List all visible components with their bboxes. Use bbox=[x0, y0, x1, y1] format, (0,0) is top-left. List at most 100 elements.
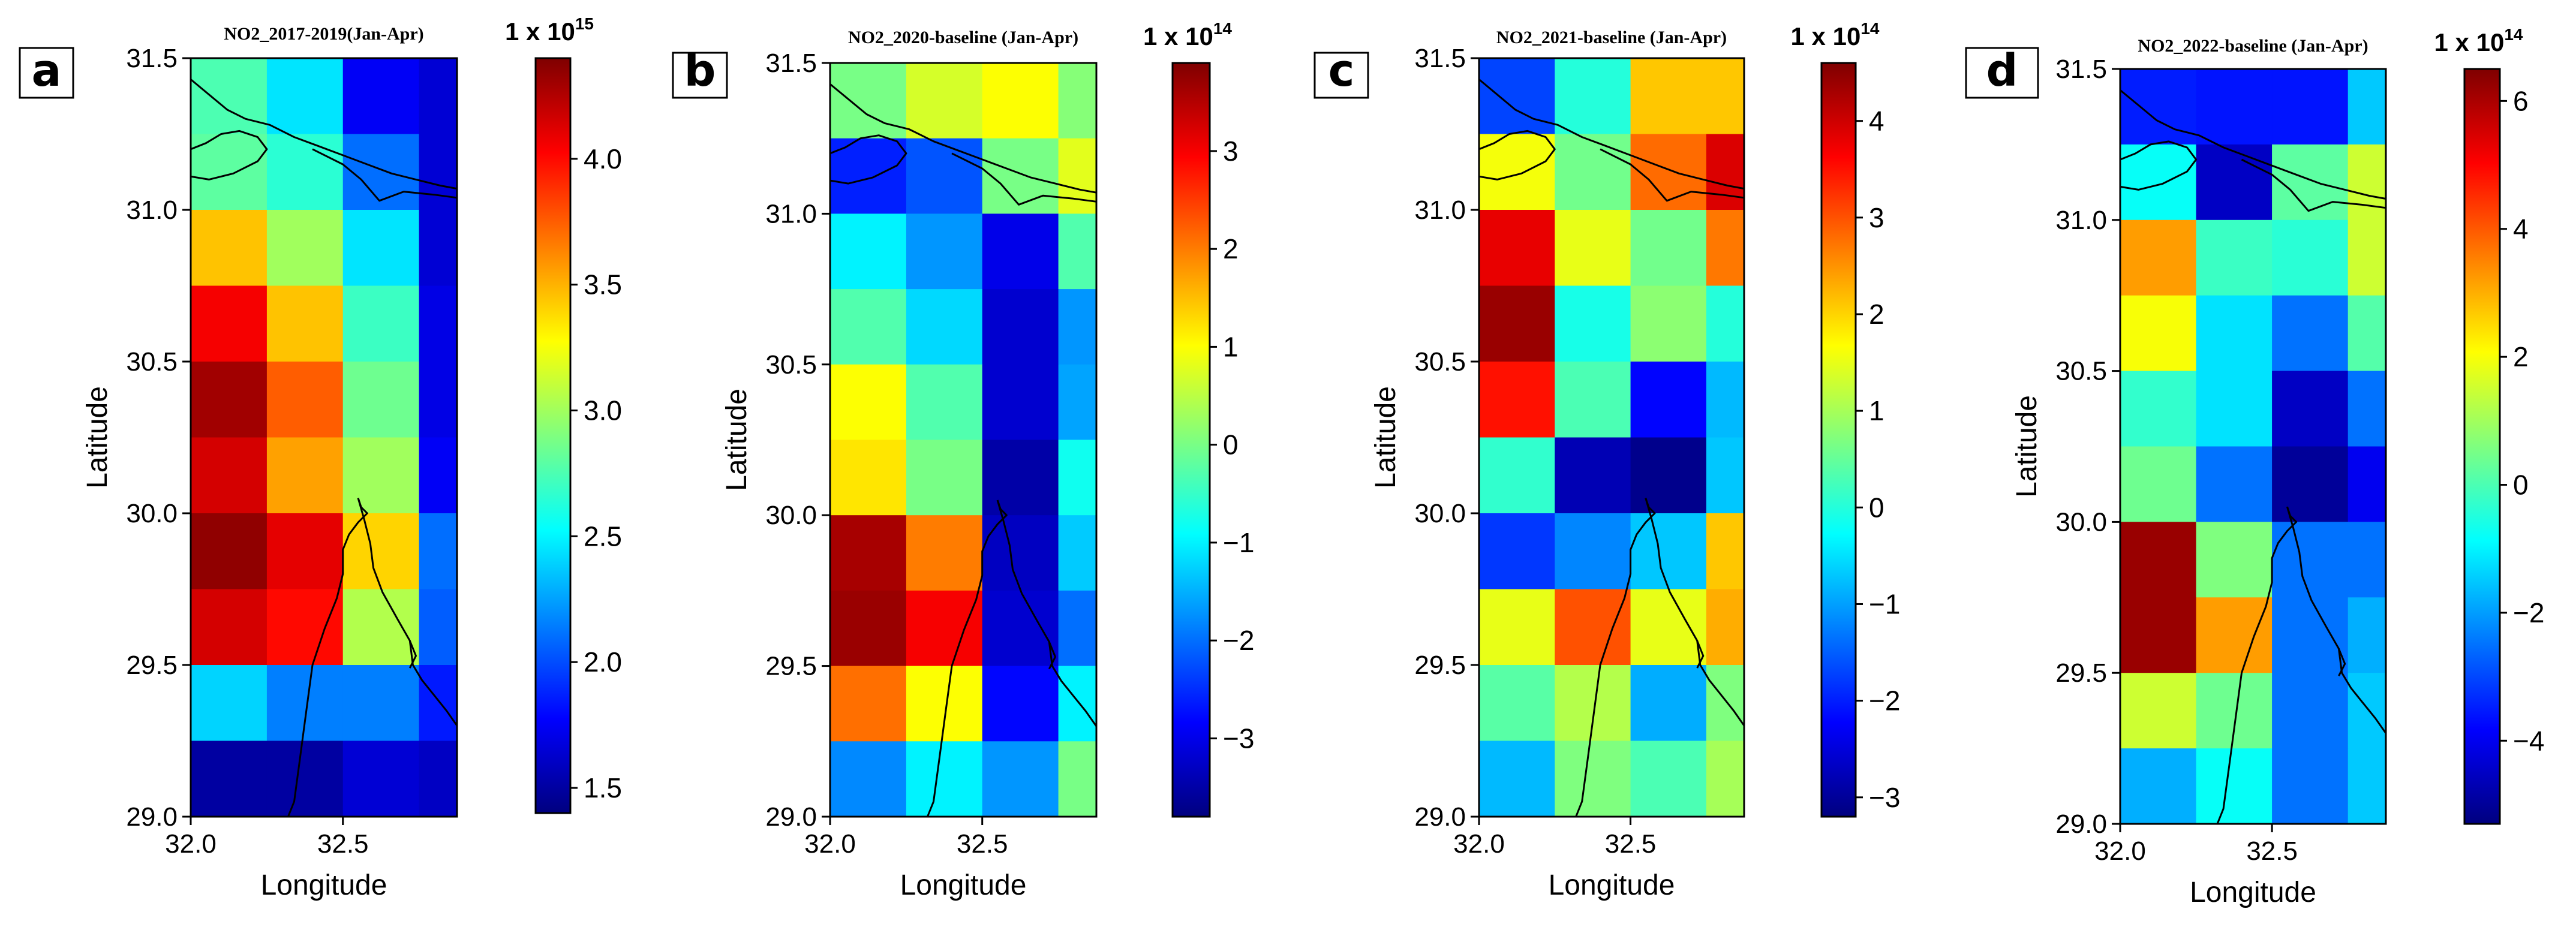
heatmap-cell bbox=[266, 437, 344, 514]
heatmap-cell bbox=[1555, 210, 1631, 287]
colorbar-tick-label: 2.0 bbox=[584, 646, 622, 678]
coastline-segment bbox=[190, 130, 268, 180]
heatmap-cell bbox=[1058, 138, 1097, 214]
heatmap-cell bbox=[342, 513, 420, 590]
heatmap-cell bbox=[906, 741, 983, 817]
colorbar-tick-label: 4 bbox=[2513, 213, 2529, 245]
heatmap-cell bbox=[2272, 673, 2349, 749]
heatmap-cell bbox=[1058, 590, 1097, 667]
colorbar-tick-label: 0 bbox=[2513, 469, 2529, 501]
heatmap-cell bbox=[1479, 589, 1555, 666]
coastline-segment bbox=[2286, 506, 2387, 734]
heatmap-cell bbox=[2272, 748, 2349, 824]
heatmap-cell bbox=[342, 58, 420, 135]
panel-title: NO2_2021-baseline (Jan-Apr) bbox=[1496, 28, 1727, 47]
heatmap-cell bbox=[1479, 437, 1555, 514]
heatmap-cell bbox=[191, 437, 267, 514]
colorbar-tick-label: 4.0 bbox=[584, 143, 622, 174]
heatmap-cells bbox=[191, 58, 458, 817]
y-tick-label: 31.5 bbox=[2055, 55, 2107, 84]
heatmap-cell bbox=[982, 741, 1059, 817]
heatmap-cell bbox=[1706, 665, 1745, 742]
heatmap-cell bbox=[830, 289, 907, 365]
panel-c: 29.0 29.5 30.0 30.5 31.0 31.5 32.0 32.5 Longitud… bbox=[1313, 19, 1900, 901]
colorbar-tick-label: 6 bbox=[2513, 85, 2529, 116]
heatmap-cell bbox=[2196, 144, 2273, 221]
colorbar-scale-exponent: 14 bbox=[1213, 19, 1233, 38]
heatmap-cell bbox=[1555, 741, 1631, 817]
heatmap-cell bbox=[830, 138, 907, 214]
colorbar-scale-label: 1 x 1015 bbox=[505, 14, 594, 46]
panel-label-box bbox=[672, 52, 728, 99]
colorbar-scale-label: 1 x 1014 bbox=[2434, 25, 2523, 56]
coastline-segment bbox=[1048, 641, 1056, 670]
coastline-segment bbox=[996, 499, 1098, 727]
heatmap-cell bbox=[1479, 285, 1555, 362]
axes-frame bbox=[829, 62, 1098, 818]
heatmap-cell bbox=[982, 590, 1059, 667]
heatmap-cell bbox=[1555, 665, 1631, 742]
heatmap-cell bbox=[342, 362, 420, 438]
coastline-segment bbox=[1645, 498, 1745, 727]
heatmap-cell bbox=[2272, 69, 2349, 145]
heatmap-cell bbox=[342, 134, 420, 210]
heatmap-cell bbox=[342, 437, 420, 514]
heatmap-cell bbox=[2196, 295, 2273, 372]
heatmap-cell bbox=[830, 63, 907, 139]
y-tick-label: 29.5 bbox=[765, 652, 817, 681]
heatmap-cell bbox=[266, 58, 344, 135]
heatmap-cell bbox=[419, 741, 458, 817]
axes-frame bbox=[2119, 68, 2387, 825]
heatmap-cell bbox=[419, 437, 458, 514]
colorbar-tick-label: 2 bbox=[2513, 341, 2529, 372]
y-tick-label: 30.5 bbox=[1414, 347, 1466, 377]
heatmap-cell bbox=[1630, 437, 1707, 514]
panel-label-box bbox=[1965, 47, 2039, 99]
heatmap-cell bbox=[830, 515, 907, 591]
heatmap-cell bbox=[1058, 440, 1097, 516]
heatmap-cell bbox=[1058, 515, 1097, 591]
x-tick-label: 32.5 bbox=[1605, 829, 1657, 859]
colorbar-tick-label: −2 bbox=[2513, 597, 2544, 628]
heatmap-cell bbox=[266, 285, 344, 362]
heatmap-cell bbox=[906, 213, 983, 290]
y-tick-label: 29.0 bbox=[2055, 809, 2107, 839]
heatmap-cell bbox=[2120, 144, 2197, 221]
heatmap-cell bbox=[2120, 446, 2197, 522]
colorbar-tick-label: −2 bbox=[1223, 625, 1254, 656]
heatmap-cell bbox=[2272, 597, 2349, 673]
heatmap-cell bbox=[906, 138, 983, 214]
heatmap-cell bbox=[2196, 597, 2273, 673]
colorbar bbox=[534, 57, 572, 814]
colorbar-tick-label: 3 bbox=[1869, 202, 1884, 233]
heatmap-cell bbox=[830, 590, 907, 667]
heatmap-cell bbox=[906, 289, 983, 365]
coastline bbox=[1478, 79, 1745, 817]
colorbar-tick-label: −3 bbox=[1223, 723, 1254, 754]
colorbar-tick-label: 0 bbox=[1869, 492, 1884, 523]
colorbar-tick-label: 2 bbox=[1223, 233, 1239, 264]
colorbar bbox=[2463, 68, 2501, 825]
heatmap-cell bbox=[1706, 134, 1745, 210]
panel-label: a bbox=[32, 45, 62, 97]
colorbar-tick-label: 3.0 bbox=[584, 395, 622, 426]
y-axis-label: Latitude bbox=[721, 389, 753, 491]
x-axis-label: Longitude bbox=[900, 869, 1027, 901]
y-tick-label: 30.0 bbox=[2055, 507, 2107, 537]
heatmap-cell bbox=[342, 285, 420, 362]
heatmap-cell bbox=[419, 665, 458, 742]
heatmap-cell bbox=[1479, 665, 1555, 742]
coastline-segment bbox=[2216, 506, 2298, 824]
heatmap-cell bbox=[1555, 134, 1631, 210]
x-tick-label: 32.5 bbox=[317, 829, 369, 859]
heatmap-cell bbox=[2120, 295, 2197, 372]
y-tick-label: 31.0 bbox=[2055, 206, 2107, 235]
heatmap-cell bbox=[2120, 69, 2197, 145]
x-tick-label: 32.0 bbox=[165, 829, 217, 859]
colorbar-tick-label: 0 bbox=[1223, 429, 1239, 461]
heatmap-cell bbox=[982, 138, 1059, 214]
colorbar-tick-label: 2 bbox=[1869, 299, 1884, 330]
heatmap-cell bbox=[830, 364, 907, 441]
heatmap-cell bbox=[2272, 371, 2349, 447]
